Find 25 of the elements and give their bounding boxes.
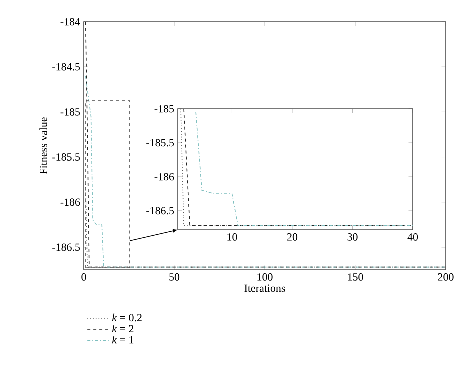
x-tick-label: 150 [348,274,364,281]
legend-label: k = 2 [112,324,134,333]
x-tick-label: 10 [228,234,238,241]
x-tick-label: 100 [258,274,273,281]
y-tick-label: -186 [154,173,174,181]
x-tick-label: 30 [348,234,358,241]
x-tick-label: 200 [438,274,454,281]
x-axis-title: Iterations [244,284,286,292]
y-tick-label: -185 [154,105,174,113]
y-tick-label: -184.5 [52,63,80,71]
x-tick-label: 0 [82,274,86,281]
y-tick-label: -186 [60,198,80,206]
legend-label: k = 1 [112,336,134,344]
y-axis-title: Fitness value [40,118,48,174]
y-tick-label: -186.5 [146,207,174,215]
legend-label: k = 0.2 [112,314,142,322]
y-tick-label: -185 [60,108,80,116]
x-tick-label: 50 [170,274,180,281]
x-tick-label: 20 [287,234,298,241]
y-tick-label: -185.5 [52,154,80,161]
y-tick-label: -186.5 [52,244,80,252]
line-series [85,76,446,268]
x-tick-label: 40 [408,234,418,241]
y-tick-label: -185.5 [146,139,174,147]
y-tick-label: -184 [60,18,80,26]
